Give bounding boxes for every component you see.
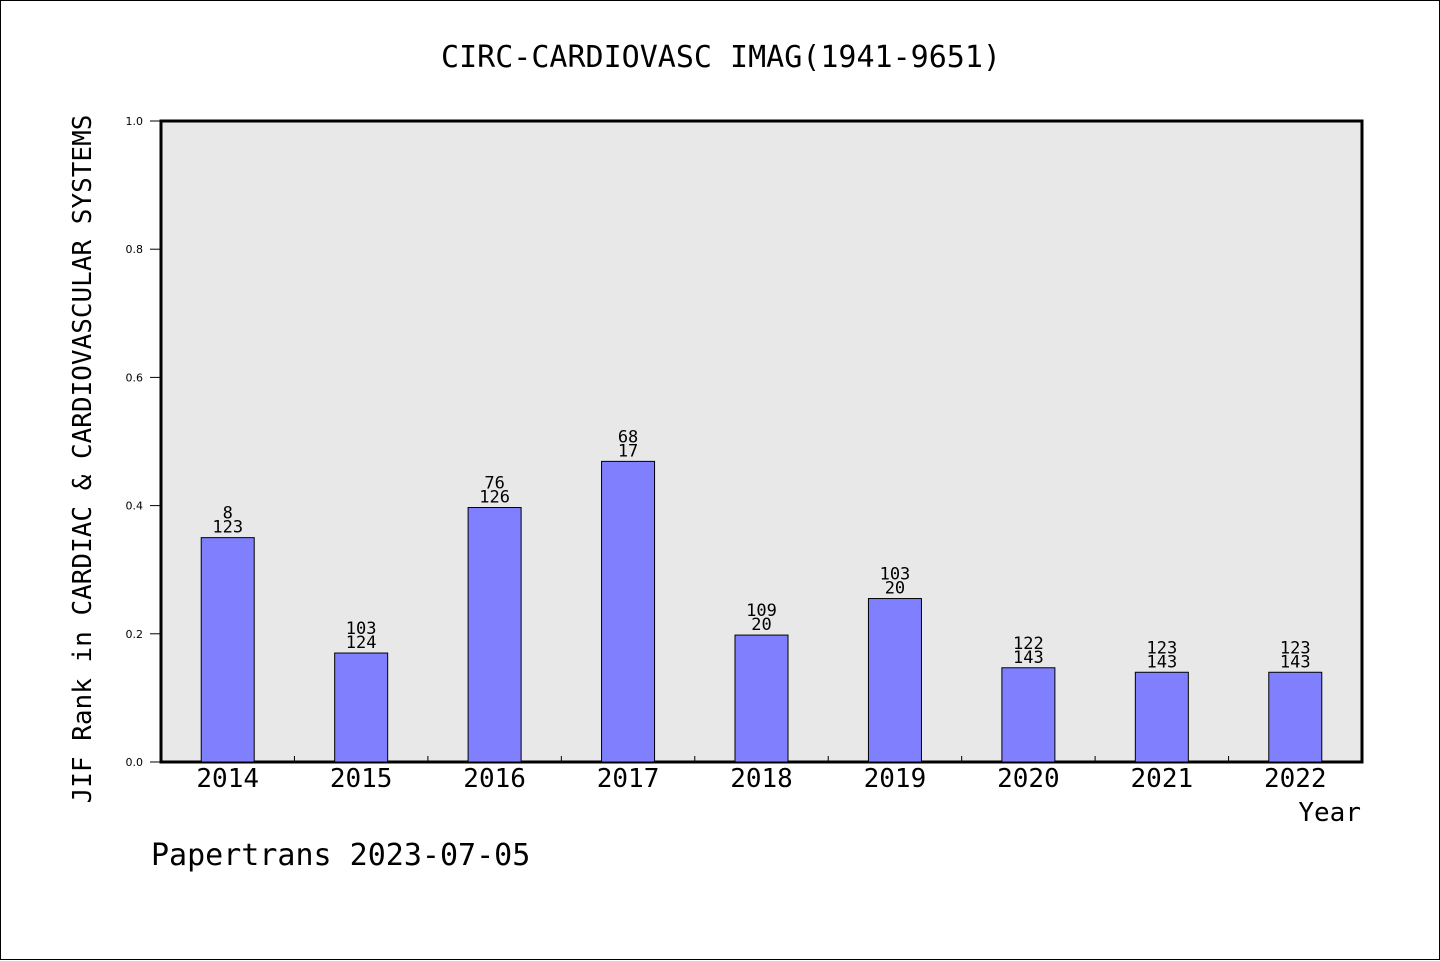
x-axis-label: Year [1298,798,1361,828]
bar-label-top: 123 [1280,638,1311,658]
x-tick-label: 2022 [1264,764,1327,794]
x-axis: 2014 2015 2016 2017 2018 2019 2020 2021 2022 [196,756,1327,794]
y-tick-label: 0.4 [126,500,144,513]
bar-label-bottom: 126 [479,488,510,508]
bar-2017 [601,460,656,763]
bar-2022 [1268,671,1323,763]
chart-title: CIRC-CARDIOVASC IMAG(1941-9651) [441,40,1001,75]
bar-2015 [334,652,389,763]
x-tick-label: 2018 [730,764,793,794]
bar-label-top: 103 [880,565,911,585]
bar-2016 [467,507,522,763]
x-tick-label: 2021 [1131,764,1194,794]
y-axis-label: JIF Rank in CARDIAC & CARDIOVASCULAR SYS… [68,115,98,804]
bar-label-bottom: 17 [618,441,638,461]
bar-2019 [867,598,922,763]
y-axis: 0.0 0.2 0.4 0.6 0.8 1.0 [126,115,161,769]
bar-label-bottom: 124 [346,633,377,653]
bar-2021 [1134,671,1189,763]
y-tick-label: 0.8 [126,243,144,256]
bar-2018 [734,634,789,763]
y-tick-label: 1.0 [126,115,144,128]
bar-label-bottom: 143 [1013,648,1044,668]
x-tick-label: 2016 [463,764,526,794]
x-tick-label: 2017 [597,764,660,794]
bar-label-bottom: 20 [751,615,771,635]
bar-2020 [1001,667,1056,763]
bar-label-top: 68 [618,427,638,447]
bar-label-top: 109 [746,601,777,621]
x-tick-label: 2019 [864,764,927,794]
bar-label-top: 8 [223,504,233,524]
y-tick-label: 0.0 [126,756,144,769]
bar-label-top: 122 [1013,634,1044,654]
y-tick-label: 0.6 [126,371,144,384]
y-tick-label: 0.2 [126,628,144,641]
bar-2014 [200,537,255,763]
bar-label-bottom: 143 [1146,652,1177,672]
x-tick-label: 2014 [196,764,259,794]
bar-label-bottom: 20 [885,579,905,599]
bar-label-bottom: 143 [1280,652,1311,672]
bar-label-top: 123 [1146,638,1177,658]
x-tick-label: 2015 [330,764,393,794]
bar-label-bottom: 123 [212,518,243,538]
bar-label-top: 76 [484,474,504,494]
footer-label: Papertrans 2023-07-05 [151,838,530,873]
bar-label-top: 103 [346,619,377,639]
x-tick-label: 2020 [997,764,1060,794]
